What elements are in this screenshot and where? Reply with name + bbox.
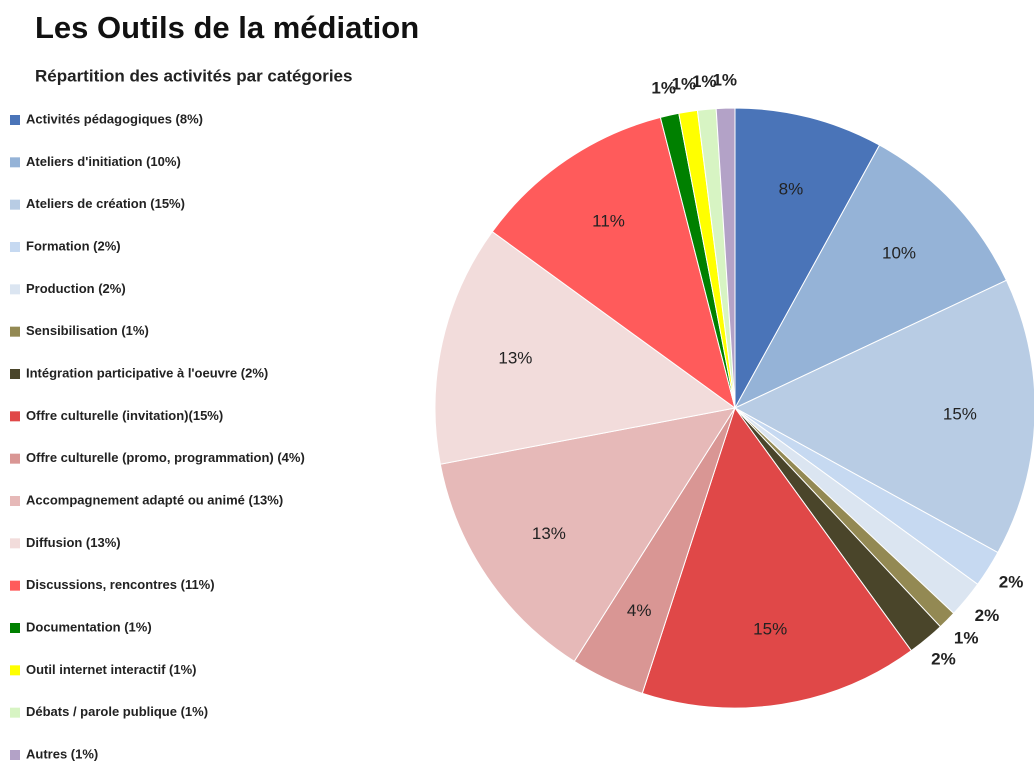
legend-label: Ateliers de création (15%): [26, 196, 185, 211]
legend-swatch: [10, 623, 20, 633]
legend-label: Accompagnement adapté ou animé (13%): [26, 492, 283, 507]
data-label: 15%: [753, 620, 787, 639]
data-label: 2%: [975, 606, 1000, 625]
legend-label: Ateliers d'initiation (10%): [26, 154, 181, 169]
legend-swatch: [10, 496, 20, 506]
pie-slice: [491, 116, 736, 410]
legend-swatch: [10, 115, 20, 125]
data-label: 1%: [692, 72, 717, 91]
legend-swatch: [10, 284, 20, 295]
pie-slice: [434, 230, 737, 465]
pie-slice: [715, 107, 736, 409]
legend-label: Diffusion (13%): [26, 535, 121, 550]
legend-swatch: [10, 369, 20, 379]
legend-label: Offre culturelle (invitation)(15%): [26, 408, 223, 423]
data-label: 13%: [532, 524, 566, 543]
pie-slice: [439, 407, 737, 662]
pie-slice: [734, 107, 881, 409]
legend: Activités pédagogiques (8%) Ateliers d'in…: [10, 111, 305, 761]
data-label: 15%: [943, 405, 977, 424]
legend-label: Documentation (1%): [26, 619, 152, 634]
legend-label: Sensibilisation (1%): [26, 323, 149, 338]
legend-label: Débats / parole publique (1%): [26, 704, 208, 719]
pie-slice: [733, 144, 1008, 410]
data-label: 1%: [712, 71, 737, 90]
data-label: 8%: [779, 180, 804, 199]
legend-swatch: [10, 453, 20, 464]
chart-subtitle: Répartition des activités par catégories: [35, 66, 352, 85]
data-label: 1%: [651, 78, 676, 97]
pie: 8%10%15%2%2%1%2%15%4%13%13%11%1%1%1%1%: [434, 71, 1034, 709]
legend-swatch: [10, 242, 20, 252]
legend-swatch: [10, 580, 20, 591]
legend-swatch: [10, 326, 20, 337]
legend-label: Autres (1%): [26, 746, 98, 761]
legend-label: Outil internet interactif (1%): [26, 662, 196, 677]
data-label: 11%: [592, 211, 625, 230]
data-label: 1%: [954, 629, 979, 648]
legend-label: Activités pédagogiques (8%): [26, 111, 203, 126]
data-label: 2%: [999, 573, 1024, 592]
legend-swatch: [10, 157, 20, 168]
legend-swatch: [10, 199, 20, 210]
legend-label: Offre culturelle (promo, programmation) …: [26, 450, 305, 465]
legend-label: Formation (2%): [26, 238, 121, 253]
data-label: 13%: [498, 348, 532, 367]
data-label: 2%: [931, 649, 956, 668]
legend-swatch: [10, 538, 20, 549]
data-label: 1%: [672, 75, 697, 94]
legend-swatch: [10, 665, 20, 676]
legend-swatch: [10, 707, 20, 718]
pie-slice: [641, 406, 913, 709]
legend-label: Production (2%): [26, 281, 126, 296]
chart-title: Les Outils de la médiation: [35, 10, 419, 45]
legend-label: Intégration participative à l'oeuvre (2%…: [26, 365, 268, 380]
data-label: 4%: [627, 601, 652, 620]
legend-label: Discussions, rencontres (11%): [26, 577, 215, 592]
pie-slice: [733, 279, 1034, 554]
legend-swatch: [10, 750, 20, 760]
data-label: 10%: [882, 243, 916, 262]
legend-swatch: [10, 411, 20, 422]
